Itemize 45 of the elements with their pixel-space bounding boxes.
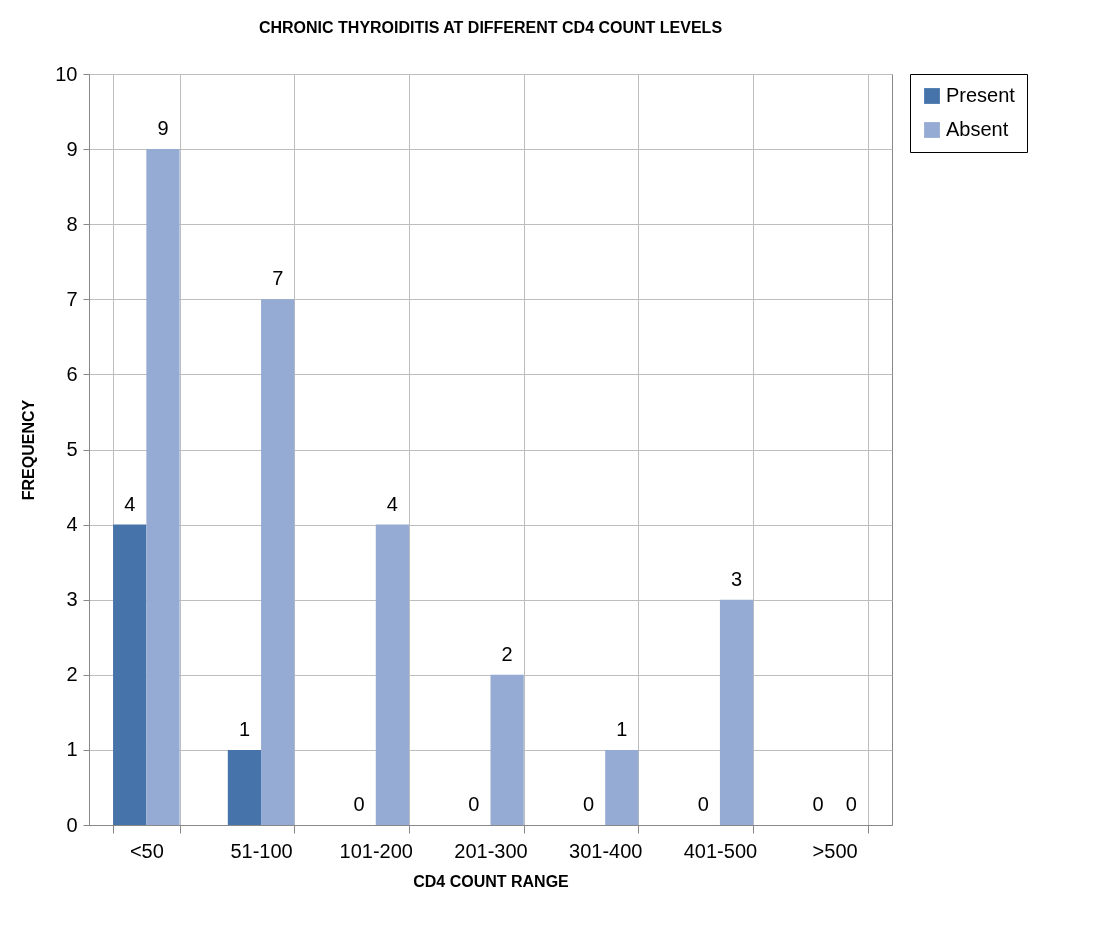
- bar: [113, 524, 147, 825]
- legend-label: Absent: [946, 118, 1009, 140]
- data-label: 2: [501, 642, 513, 665]
- data-label: 0: [353, 793, 365, 815]
- data-label: 4: [386, 492, 398, 515]
- bar: [227, 749, 262, 825]
- x-tick-label: 101-200: [339, 839, 413, 862]
- y-tick-label: 3: [66, 588, 78, 611]
- x-tick-label: 401-500: [683, 839, 758, 862]
- data-label: 0: [812, 793, 824, 815]
- y-tick-label: 4: [66, 513, 78, 536]
- bar: [719, 599, 754, 825]
- y-tick-label: 5: [66, 438, 78, 460]
- y-tick-label: 2: [66, 663, 78, 686]
- chart-title: CHRONIC THYROIDITIS AT DIFFERENT CD4 COUNT LEVELS: [258, 19, 723, 36]
- x-tick-label: >500: [812, 839, 858, 862]
- y-tick-label: 1: [66, 738, 78, 761]
- x-axis-title: CD4 COUNT RANGE: [413, 872, 570, 890]
- data-label: 0: [845, 793, 857, 815]
- data-label: 0: [583, 793, 595, 815]
- legend-label: Present: [946, 84, 1016, 106]
- y-tick-label: 7: [66, 287, 78, 310]
- x-tick-label: <50: [129, 839, 164, 862]
- y-tick-label: 6: [66, 362, 78, 385]
- x-tick-label: 51-100: [230, 839, 293, 862]
- bar: [146, 149, 180, 825]
- data-label: 9: [157, 117, 169, 140]
- data-label: 4: [124, 492, 136, 515]
- bar: [605, 749, 639, 825]
- bar: [261, 299, 295, 825]
- y-axis-title: FREQUENCY: [20, 399, 38, 501]
- x-tick-label: 301-400: [569, 839, 643, 862]
- data-label: 1: [238, 717, 250, 740]
- data-label: 7: [272, 267, 284, 290]
- data-label: 0: [697, 793, 709, 815]
- y-tick-label: 9: [66, 137, 78, 160]
- bar: [375, 524, 410, 825]
- data-label: 3: [731, 567, 743, 590]
- data-label: 1: [616, 717, 628, 740]
- y-tick-label: 10: [55, 62, 78, 85]
- x-tick-label: 201-300: [454, 839, 528, 862]
- y-tick-label: 8: [66, 212, 78, 235]
- y-tick-label: 0: [66, 813, 78, 836]
- bar: [490, 674, 524, 825]
- data-label: 0: [468, 793, 480, 815]
